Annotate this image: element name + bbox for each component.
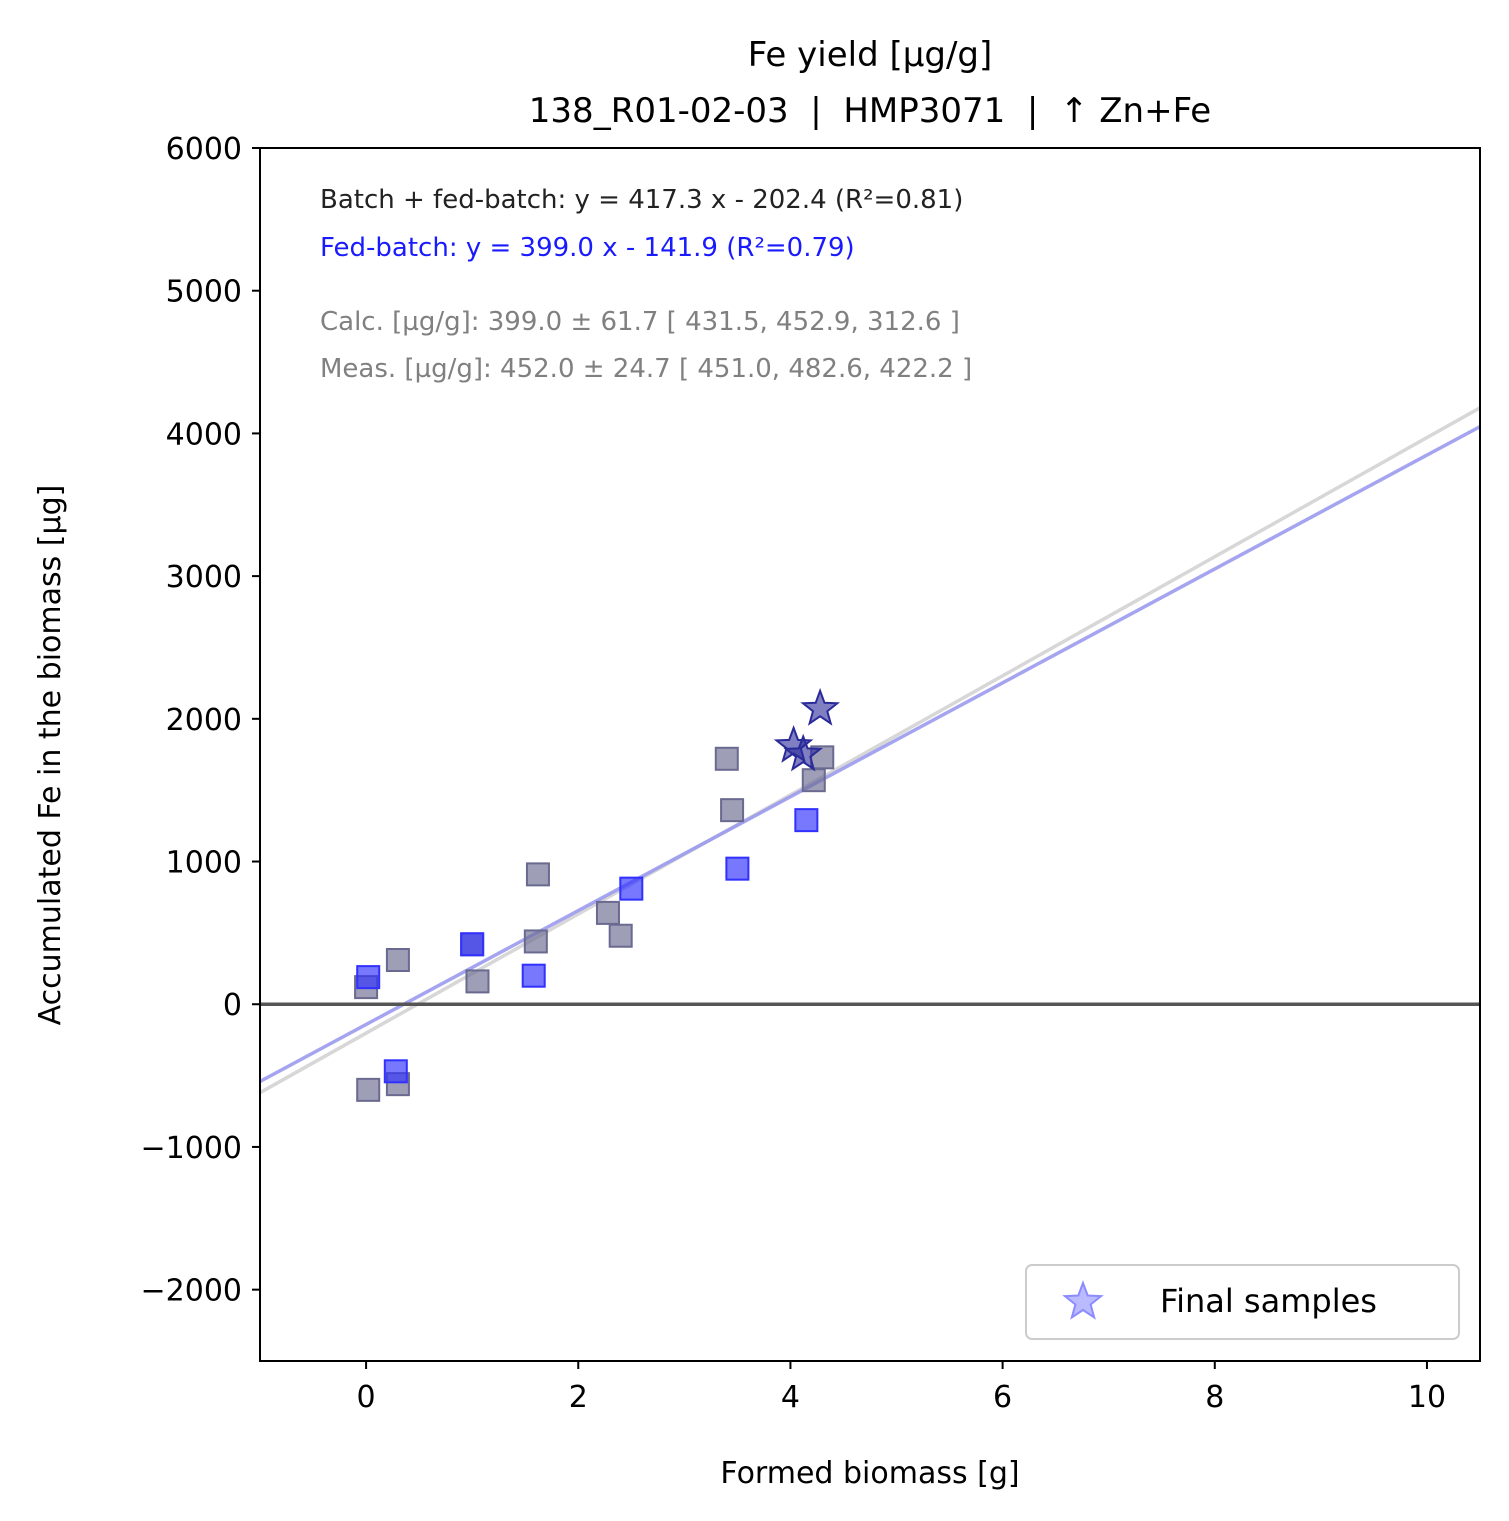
data-point-square <box>608 923 633 948</box>
annotation-batch-fit: Batch + fed-batch: y = 417.3 x - 202.4 (… <box>320 185 963 215</box>
legend: Final samples <box>1025 1264 1460 1340</box>
y-tick-label: 0 <box>223 988 242 1023</box>
fit-line-1 <box>260 406 1480 1095</box>
chart-subtitle: 138_R01-02-03 | HMP3071 | ↑ Zn+Fe <box>529 91 1211 131</box>
data-point-square <box>523 929 548 954</box>
plot-frame <box>259 147 1481 1362</box>
y-tick-label: 6000 <box>166 132 242 167</box>
data-point-square <box>794 808 819 833</box>
data-point-square <box>801 768 826 793</box>
annotation-fedbatch-fit: Fed-batch: y = 399.0 x - 141.9 (R²=0.79) <box>320 233 855 263</box>
y-tick-label: 5000 <box>166 275 242 310</box>
data-points <box>354 687 841 1102</box>
data-point-star <box>783 733 824 772</box>
data-point-square <box>595 900 620 925</box>
legend-label: Final samples <box>1160 1282 1377 1320</box>
data-point-square <box>356 965 381 990</box>
fit-lines <box>260 406 1480 1095</box>
x-tick-label: 4 <box>781 1380 800 1415</box>
axis-ticks: 0 2 4 6 8 10 −2000 −1000 0 1000 2000 3000 4000 5000 60… <box>141 132 1447 1415</box>
x-tick-label: 0 <box>357 1380 376 1415</box>
y-axis-label: Accumulated Fe in the biomass [µg] <box>33 485 68 1026</box>
fit-line-2 <box>260 425 1480 1083</box>
y-tick-label: 4000 <box>166 417 242 452</box>
x-tick-label: 10 <box>1408 1380 1446 1415</box>
y-tick-label: −2000 <box>141 1274 242 1309</box>
y-tick-label: 1000 <box>166 846 242 881</box>
data-point-square <box>383 1059 408 1084</box>
legend-star-icon <box>1062 1280 1104 1320</box>
chart-title: Fe yield [µg/g] <box>748 35 993 75</box>
annotation-calc: Calc. [µg/g]: 399.0 ± 61.7 [ 431.5, 452.… <box>320 307 960 337</box>
x-tick-label: 2 <box>569 1380 588 1415</box>
data-point-square <box>720 798 745 823</box>
data-point-square <box>356 1077 381 1102</box>
y-tick-label: 3000 <box>166 560 242 595</box>
data-point-square <box>465 969 490 994</box>
annotation-meas: Meas. [µg/g]: 452.0 ± 24.7 [ 451.0, 482.… <box>320 354 972 384</box>
y-tick-label: 2000 <box>166 703 242 738</box>
data-point-square <box>525 862 550 887</box>
data-point-square <box>460 932 485 957</box>
data-point-square <box>521 963 546 988</box>
data-point-star <box>800 687 841 726</box>
x-tick-label: 8 <box>1205 1380 1224 1415</box>
x-tick-label: 6 <box>993 1380 1012 1415</box>
y-tick-label: −1000 <box>141 1131 242 1166</box>
data-point-square <box>714 746 739 771</box>
legend-box <box>1025 1264 1460 1340</box>
data-point-square <box>725 856 750 881</box>
x-axis-label: Formed biomass [g] <box>720 1456 1019 1491</box>
data-point-square <box>385 947 410 972</box>
data-point-square <box>619 876 644 901</box>
